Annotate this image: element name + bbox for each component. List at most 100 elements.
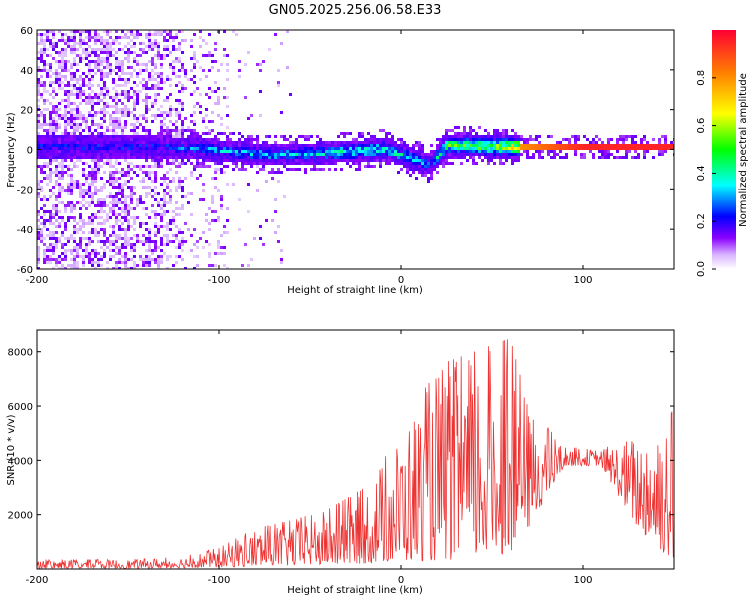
spectrogram-cell	[223, 156, 226, 159]
y-tick-label: -40	[17, 225, 33, 236]
spectrogram-cell	[403, 150, 406, 153]
spectrogram-cell	[154, 63, 157, 66]
spectrogram-cell	[133, 171, 136, 174]
spectrogram-cell	[181, 129, 184, 132]
spectrogram-cell	[130, 111, 133, 114]
spectrogram-cell	[181, 120, 184, 123]
spectrogram-cell	[37, 261, 40, 264]
spectrogram-cell	[481, 141, 484, 144]
spectrogram-cell	[343, 159, 346, 162]
spectrogram-cell	[82, 255, 85, 258]
spectrogram-cell	[109, 48, 112, 51]
spectrogram-cell	[127, 228, 130, 231]
spectrogram-cell	[148, 60, 151, 63]
spectrogram-cell	[499, 132, 502, 135]
spectrogram-cell	[208, 222, 211, 225]
spectrogram-cell	[292, 162, 295, 165]
spectrogram-cell	[136, 99, 139, 102]
spectrogram-cell	[43, 114, 46, 117]
spectrogram-cell	[88, 252, 91, 255]
spectrogram-cell	[289, 141, 292, 144]
spectrogram-cell	[133, 255, 136, 258]
spectrogram-cell	[316, 135, 319, 138]
spectrogram-cell	[112, 234, 115, 237]
spectrogram-cell	[106, 39, 109, 42]
spectrogram-cell	[406, 147, 409, 150]
spectrogram-cell	[463, 141, 466, 144]
spectrogram-cell	[61, 159, 64, 162]
spectrogram-cell	[664, 144, 667, 147]
spectrogram-cell	[442, 156, 445, 159]
colorbar-tick-label: 0.4	[696, 165, 707, 181]
spectrogram-cell	[91, 180, 94, 183]
spectrogram-cell	[64, 204, 67, 207]
spectrogram-cell	[61, 147, 64, 150]
spectrogram-cell	[457, 135, 460, 138]
spectrogram-cell	[169, 198, 172, 201]
spectrogram-cell	[163, 135, 166, 138]
spectrogram-cell	[88, 99, 91, 102]
spectrogram-cell	[73, 78, 76, 81]
spectrogram-cell	[154, 210, 157, 213]
spectrogram-cell	[106, 105, 109, 108]
spectrogram-cell	[553, 147, 556, 150]
spectrogram-cell	[85, 192, 88, 195]
spectrogram-cell	[163, 192, 166, 195]
spectrogram-cell	[181, 69, 184, 72]
spectrogram-cell	[181, 87, 184, 90]
spectrogram-cell	[130, 153, 133, 156]
spectrogram-cell	[151, 153, 154, 156]
spectrogram-cell	[526, 141, 529, 144]
spectrogram-cell	[79, 153, 82, 156]
spectrogram-cell	[127, 90, 130, 93]
spectrogram-cell	[91, 120, 94, 123]
spectrogram-cell	[664, 141, 667, 144]
spectrogram-cell	[247, 138, 250, 141]
spectrogram-cell	[265, 150, 268, 153]
spectrogram-cell	[241, 147, 244, 150]
spectrogram-cell	[109, 165, 112, 168]
spectrogram-cell	[277, 240, 280, 243]
spectrogram-cell	[328, 162, 331, 165]
spectrogram-cell	[226, 267, 229, 269]
spectrogram-cell	[601, 156, 604, 159]
spectrogram-cell	[361, 150, 364, 153]
spectrogram-cell	[124, 258, 127, 261]
spectrogram-cell	[79, 186, 82, 189]
spectrogram-cell	[559, 147, 562, 150]
spectrogram-cell	[283, 195, 286, 198]
spectrogram-cell	[400, 141, 403, 144]
spectrogram-cell	[241, 153, 244, 156]
spectrogram-cell	[217, 147, 220, 150]
spectrogram-cell	[127, 141, 130, 144]
spectrogram-cell	[310, 156, 313, 159]
spectrogram-cell	[106, 87, 109, 90]
spectrogram-cell	[130, 39, 133, 42]
spectrogram-cell	[37, 135, 40, 138]
spectrogram-cell	[133, 99, 136, 102]
spectrogram-cell	[625, 150, 628, 153]
spectrogram-cell	[478, 141, 481, 144]
spectrogram-cell	[373, 156, 376, 159]
spectrogram-cell	[160, 204, 163, 207]
spectrogram-cell	[136, 30, 139, 33]
spectrogram-cell	[142, 177, 145, 180]
spectrogram-cell	[283, 144, 286, 147]
spectrogram-cell	[214, 210, 217, 213]
spectrogram-cell	[76, 111, 79, 114]
spectrogram-cell	[310, 162, 313, 165]
spectrogram-cell	[313, 168, 316, 171]
spectrogram-cell	[439, 144, 442, 147]
spectrogram-cell	[82, 195, 85, 198]
colorbar-tick-label: 0.8	[696, 70, 707, 86]
spectrogram-cell	[82, 264, 85, 267]
spectrogram-cell	[151, 42, 154, 45]
spectrogram-cell	[64, 126, 67, 129]
spectrogram-cell	[223, 30, 226, 33]
spectrogram-cell	[226, 63, 229, 66]
spectrogram-cell	[175, 120, 178, 123]
spectrogram-cell	[397, 153, 400, 156]
spectrogram-cell	[40, 93, 43, 96]
spectrogram-cell	[148, 165, 151, 168]
spectrogram-cell	[352, 147, 355, 150]
